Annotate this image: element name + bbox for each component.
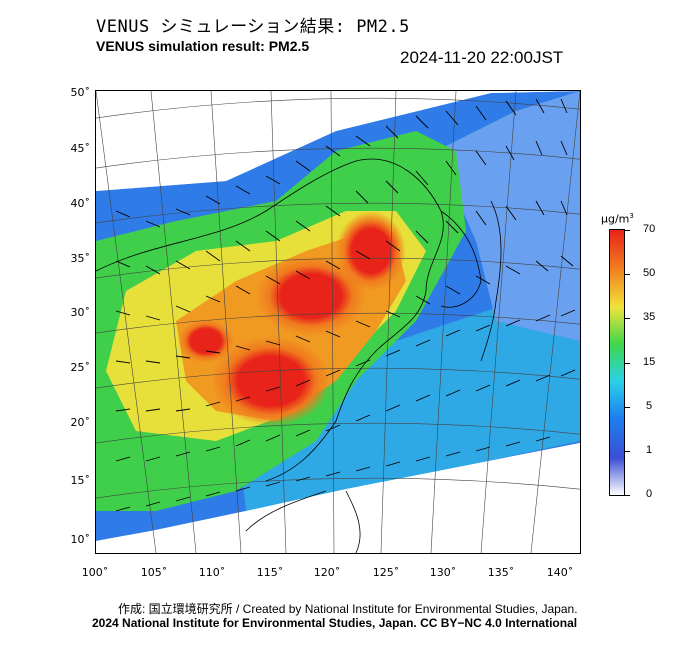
- light-blue-region: [436, 91, 580, 341]
- lat-label-50: 50˚: [70, 86, 91, 99]
- lat-label-25: 25˚: [70, 361, 91, 374]
- lon-label-110: 110˚: [198, 566, 226, 579]
- graticule: [96, 91, 580, 553]
- legend-unit-exp: 3: [629, 212, 634, 220]
- colorbar-tickline-50: [625, 274, 630, 275]
- title-en: VENUS simulation result: PM2.5: [96, 38, 310, 54]
- hotspot-south: [211, 336, 331, 426]
- hotspot-west: [178, 319, 234, 363]
- colorbar-tick-35: 35: [643, 311, 656, 323]
- colorbar-tick-5: 5: [646, 400, 653, 412]
- wind-vectors: [115, 98, 576, 512]
- colorbar-tick-50: 50: [643, 267, 656, 279]
- lat-label-15: 15˚: [70, 474, 91, 487]
- legend-unit: μg/m3: [601, 212, 634, 226]
- lon-label-125: 125˚: [372, 566, 400, 579]
- colorbar-tick-0: 0: [646, 488, 653, 500]
- lat-label-40: 40˚: [70, 197, 91, 210]
- outside-domain-bottom: [96, 443, 580, 553]
- lon-label-105: 105˚: [140, 566, 168, 579]
- lat-label-45: 45˚: [70, 142, 91, 155]
- colorbar: [609, 229, 625, 496]
- legend-unit-base: μg/m: [601, 212, 630, 226]
- ocean-band: [236, 291, 580, 511]
- colorbar-tickline-0: [625, 495, 630, 496]
- lat-label-10: 10˚: [70, 533, 91, 546]
- lon-label-115: 115˚: [256, 566, 284, 579]
- lon-label-100: 100˚: [81, 566, 109, 579]
- copyright-line: 2024 National Institute for Environmenta…: [92, 616, 578, 630]
- timestamp: 2024-11-20 22:00JST: [400, 48, 564, 67]
- coastlines: [96, 158, 502, 553]
- lat-label-35: 35˚: [70, 252, 91, 265]
- map-frame: [95, 90, 581, 554]
- hotspot-central: [256, 256, 366, 336]
- lat-label-20: 20˚: [70, 416, 91, 429]
- credit-line: 作成: 国立環境研究所 / Created by National Instit…: [118, 602, 578, 616]
- lat-label-30: 30˚: [70, 306, 91, 319]
- outside-domain: [96, 91, 580, 191]
- lon-label-140: 140˚: [546, 566, 574, 579]
- title-jp: VENUS シミュレーション結果: PM2.5: [96, 17, 410, 37]
- colorbar-tickline-1: [625, 451, 630, 452]
- colorbar-tick-70: 70: [643, 223, 656, 235]
- lon-label-130: 130˚: [429, 566, 457, 579]
- lon-label-135: 135˚: [487, 566, 515, 579]
- colorbar-tickline-35: [625, 318, 630, 319]
- colorbar-tickline-70: [625, 230, 630, 231]
- colorbar-tickline-5: [625, 407, 630, 408]
- colorbar-tickline-15: [625, 363, 630, 364]
- colorbar-tick-15: 15: [643, 356, 656, 368]
- colorbar-tick-1: 1: [646, 444, 653, 456]
- lon-label-120: 120˚: [313, 566, 341, 579]
- pm25-map: [96, 91, 580, 553]
